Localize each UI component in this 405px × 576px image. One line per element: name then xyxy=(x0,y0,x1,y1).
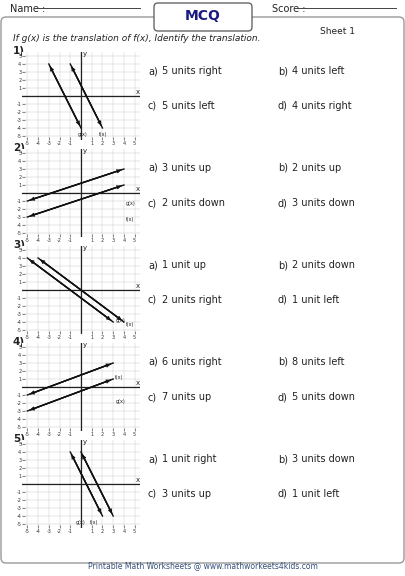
Text: 2): 2) xyxy=(13,143,25,153)
Text: a): a) xyxy=(148,357,158,367)
Text: f(x): f(x) xyxy=(115,375,124,380)
Text: c): c) xyxy=(148,101,157,111)
Text: 4): 4) xyxy=(13,337,25,347)
Text: 4 units right: 4 units right xyxy=(291,101,351,111)
Text: 5 units right: 5 units right xyxy=(162,66,221,76)
Text: Sheet 1: Sheet 1 xyxy=(319,27,354,36)
Text: 2 units down: 2 units down xyxy=(162,198,224,208)
Text: 5 units left: 5 units left xyxy=(162,101,214,111)
Text: 3 units up: 3 units up xyxy=(162,489,211,499)
Text: If g(x) is the translation of f(x), Identify the translation.: If g(x) is the translation of f(x), Iden… xyxy=(13,34,260,43)
Text: 6 units right: 6 units right xyxy=(162,357,221,367)
Text: 5 units down: 5 units down xyxy=(291,392,354,402)
Text: Score :: Score : xyxy=(271,4,305,14)
Text: 4 units left: 4 units left xyxy=(291,66,344,76)
Text: 3 units up: 3 units up xyxy=(162,163,211,173)
Text: a): a) xyxy=(148,66,158,76)
Text: x: x xyxy=(135,380,140,386)
Text: 3 units down: 3 units down xyxy=(291,198,354,208)
Text: 1 unit right: 1 unit right xyxy=(162,454,216,464)
Text: y: y xyxy=(82,51,87,56)
Text: y: y xyxy=(82,342,87,347)
Text: 3): 3) xyxy=(13,240,25,250)
Text: g(x): g(x) xyxy=(126,201,135,206)
Text: 2 units right: 2 units right xyxy=(162,295,221,305)
Text: x: x xyxy=(135,283,140,289)
Text: g(x): g(x) xyxy=(78,132,87,137)
Text: a): a) xyxy=(148,454,158,464)
FancyBboxPatch shape xyxy=(153,3,252,31)
Text: y: y xyxy=(82,147,87,154)
Text: 2 units up: 2 units up xyxy=(291,163,341,173)
Text: a): a) xyxy=(148,163,158,173)
Text: a): a) xyxy=(148,260,158,270)
Text: 1): 1) xyxy=(13,46,25,56)
Text: y: y xyxy=(82,438,87,445)
Text: g(x): g(x) xyxy=(75,520,85,525)
Text: Printable Math Worksheets @ www.mathworkeets4kids.com: Printable Math Worksheets @ www.mathwork… xyxy=(88,561,317,570)
Text: 1 unit up: 1 unit up xyxy=(162,260,205,270)
Text: f(x): f(x) xyxy=(99,132,107,137)
Text: 7 units up: 7 units up xyxy=(162,392,211,402)
Text: b): b) xyxy=(277,454,287,464)
Text: c): c) xyxy=(148,295,157,305)
Text: x: x xyxy=(135,89,140,95)
Text: b): b) xyxy=(277,260,287,270)
Text: Name :: Name : xyxy=(10,4,45,14)
Text: f(x): f(x) xyxy=(126,217,134,222)
Text: MCQ: MCQ xyxy=(185,9,220,23)
Text: x: x xyxy=(135,186,140,192)
Text: d): d) xyxy=(277,489,287,499)
FancyBboxPatch shape xyxy=(1,17,403,563)
Text: f(x): f(x) xyxy=(126,322,134,327)
Text: c): c) xyxy=(148,198,157,208)
Text: c): c) xyxy=(148,392,157,402)
Text: 1 unit left: 1 unit left xyxy=(291,295,339,305)
Text: g(x): g(x) xyxy=(115,399,125,404)
Text: y: y xyxy=(82,245,87,251)
Text: b): b) xyxy=(277,66,287,76)
Text: d): d) xyxy=(277,101,287,111)
Text: b): b) xyxy=(277,163,287,173)
Text: 5): 5) xyxy=(13,434,25,444)
Text: 2 units down: 2 units down xyxy=(291,260,354,270)
Text: d): d) xyxy=(277,392,287,402)
Text: 8 units left: 8 units left xyxy=(291,357,344,367)
Text: g(x): g(x) xyxy=(115,318,125,323)
Text: x: x xyxy=(135,477,140,483)
Text: d): d) xyxy=(277,295,287,305)
Text: c): c) xyxy=(148,489,157,499)
Text: 1 unit left: 1 unit left xyxy=(291,489,339,499)
Text: 3 units down: 3 units down xyxy=(291,454,354,464)
Text: d): d) xyxy=(277,198,287,208)
Text: f(x): f(x) xyxy=(90,520,98,525)
Text: b): b) xyxy=(277,357,287,367)
